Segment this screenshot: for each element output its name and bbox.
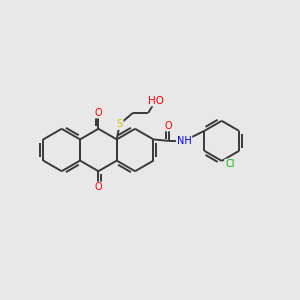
Text: O: O	[94, 108, 102, 118]
Text: NH: NH	[177, 136, 191, 146]
Text: S: S	[117, 119, 123, 129]
Text: HO: HO	[148, 95, 164, 106]
Text: O: O	[165, 121, 172, 130]
Text: Cl: Cl	[225, 159, 235, 170]
Text: O: O	[94, 182, 102, 192]
